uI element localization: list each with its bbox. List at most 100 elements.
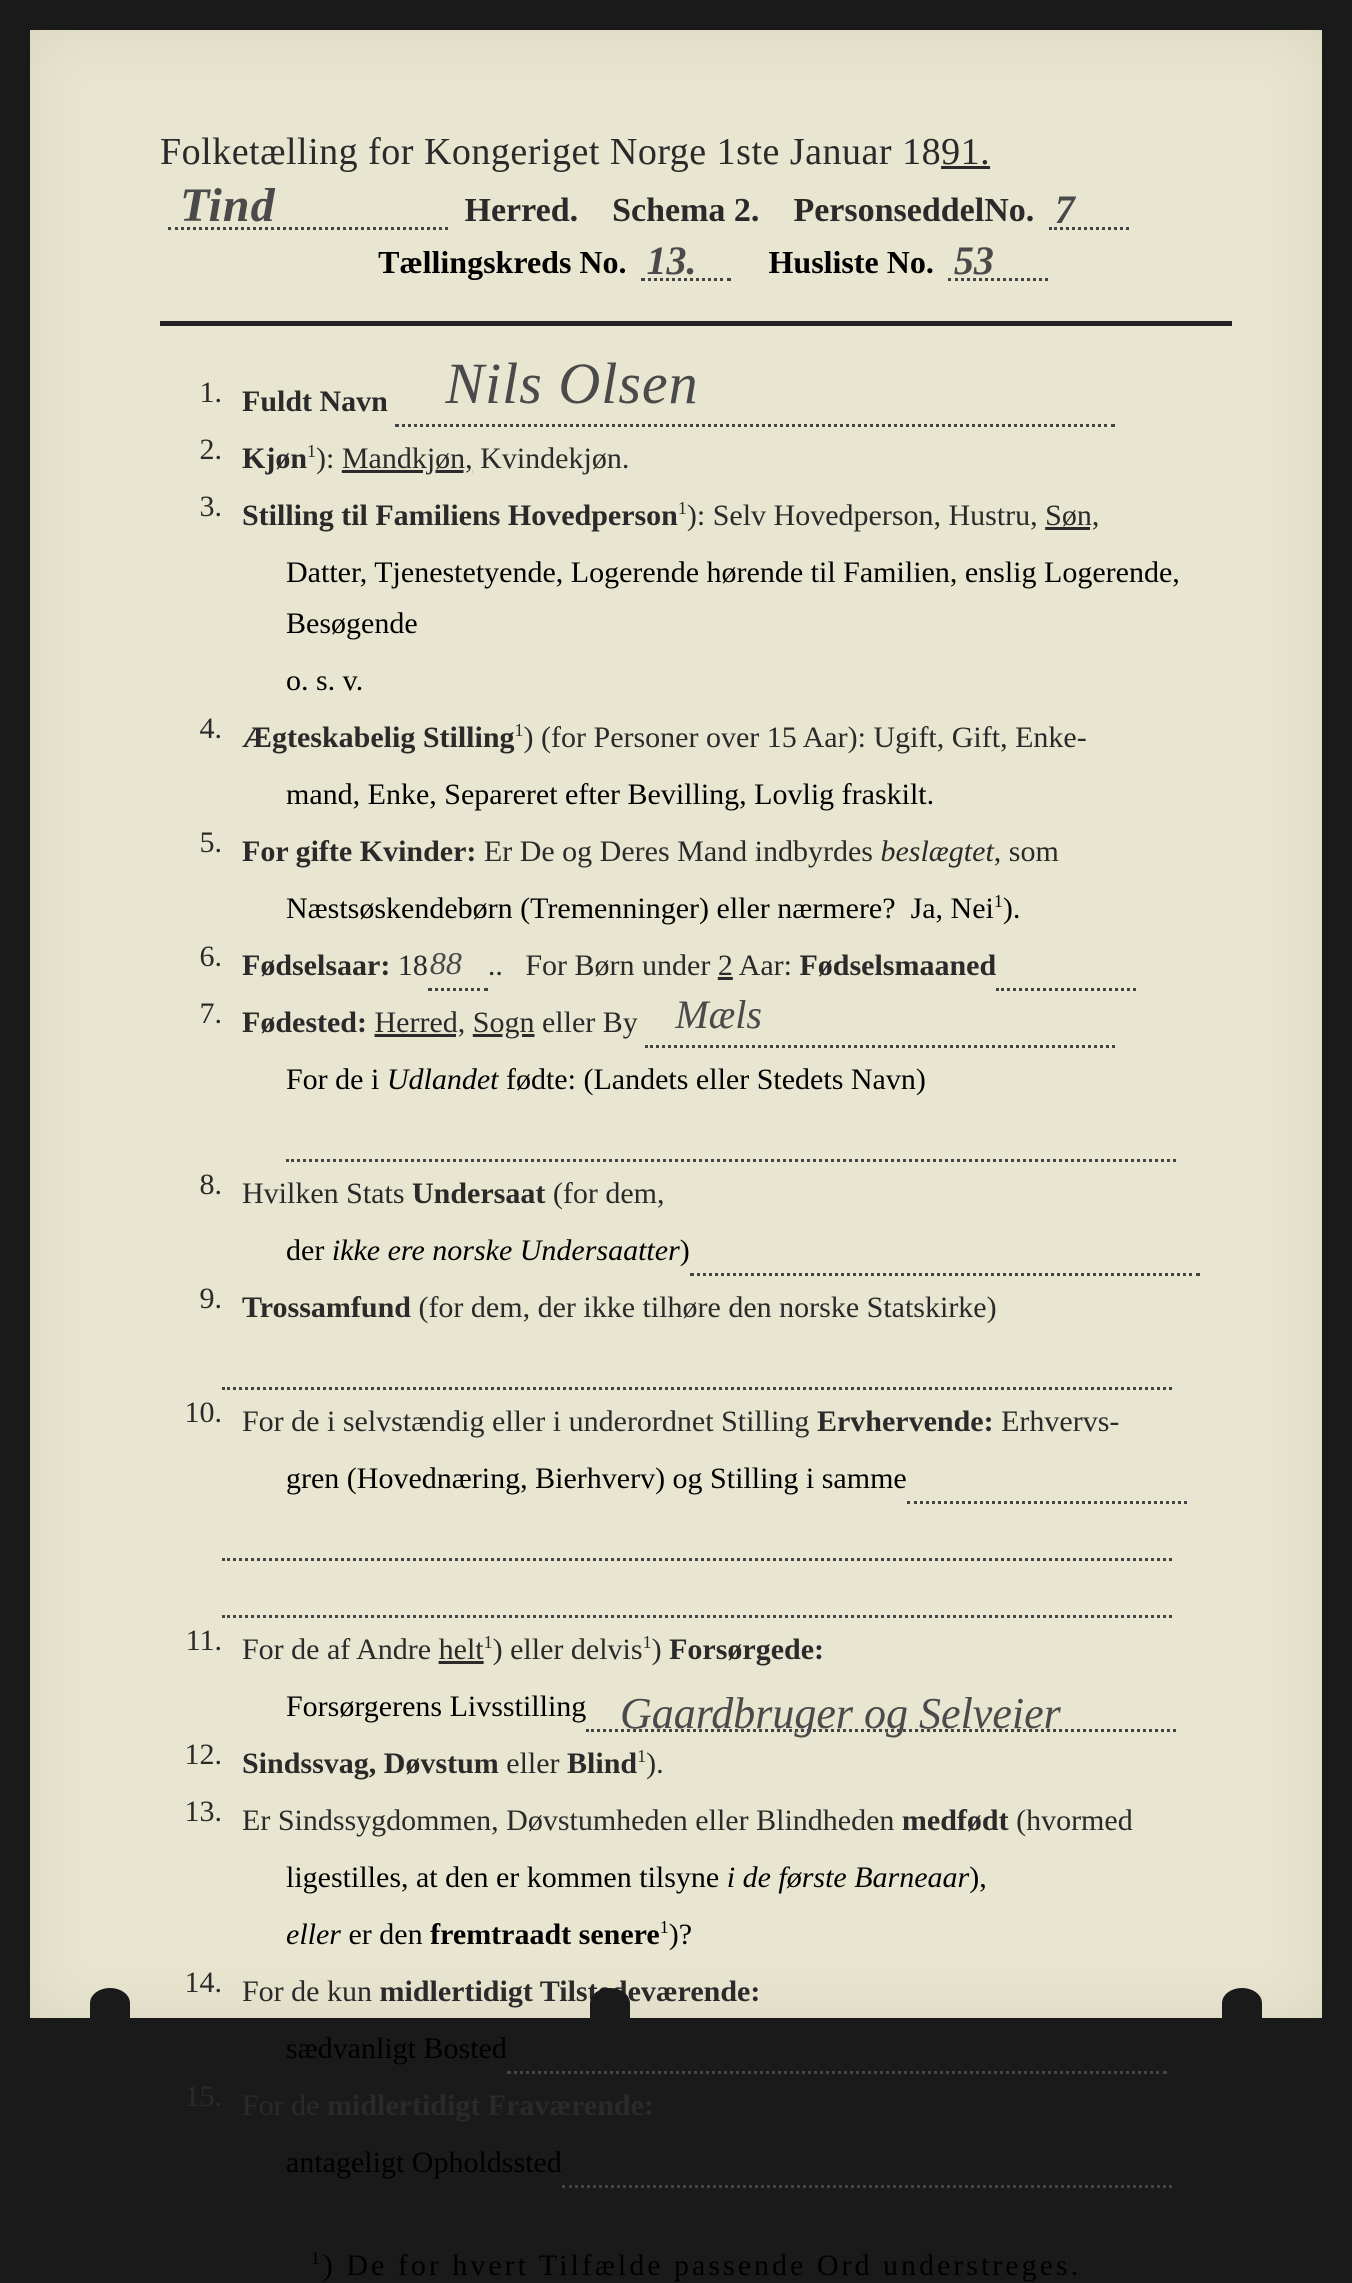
item-7-herred: Herred,	[374, 1006, 465, 1039]
item-15-num: 15.	[160, 2080, 242, 2114]
item-10: 10. For de i selvstændig eller i underor…	[160, 1396, 1232, 1447]
item-13-cont-2: eller er den fremtraadt senere1)?	[160, 1909, 1232, 1960]
item-7-eller: eller By	[534, 1006, 637, 1039]
item-11-handwritten: Gaardbruger og Selveier	[620, 1677, 1061, 1752]
birthplace-handwritten: Mæls	[675, 981, 762, 1049]
item-11-body: For de af Andre helt1) eller delvis1) Fo…	[242, 1624, 1232, 1675]
item-8-cont: der ikke ere norske Undersaatter)	[160, 1225, 1232, 1276]
item-8-label: Undersaat	[412, 1177, 545, 1210]
item-6-label2: Fødselsmaaned	[799, 949, 996, 982]
item-7-sogn: Sogn	[473, 1006, 535, 1039]
item-5-ital: beslægtet	[880, 835, 993, 868]
item-15: 15. For de midlertidigt Fraværende:	[160, 2080, 1232, 2131]
item-12-num: 12.	[160, 1738, 242, 1772]
item-13-med: medfødt	[902, 1804, 1009, 1837]
item-11-sup2: 1	[643, 1632, 652, 1652]
item-11-num: 11.	[160, 1624, 242, 1658]
item-5: 5. For gifte Kvinder: Er De og Deres Man…	[160, 826, 1232, 877]
item-13-text-a: Er Sindssygdommen, Døvstumheden eller Bl…	[242, 1804, 902, 1837]
item-8-cont-b: )	[680, 1234, 690, 1267]
footnote-sup: 1	[311, 2248, 323, 2268]
herred-blank: Tind	[168, 227, 448, 230]
item-1-label: Fuldt Navn	[242, 385, 388, 418]
item-11-cont: Forsørgerens Livsstilling Gaardbruger og…	[160, 1681, 1232, 1732]
item-11-text-c: )	[652, 1633, 670, 1666]
item-5-text-a: Er De og Deres Mand indbyrdes	[484, 835, 881, 868]
item-5-num: 5.	[160, 826, 242, 860]
herred-label: Herred.	[465, 192, 579, 229]
item-4-opts-a: Ugift, Gift, Enke-	[873, 721, 1086, 754]
item-9-label: Trossamfund	[242, 1291, 411, 1324]
item-4-body: Ægteskabelig Stilling1) (for Personer ov…	[242, 712, 1232, 763]
item-9-text: (for dem, der ikke tilhøre den norske St…	[411, 1291, 997, 1324]
item-15-cont: antageligt Opholdssted	[160, 2137, 1232, 2188]
husliste-handwritten: 53	[954, 237, 994, 284]
item-10-cont: gren (Hovednæring, Bierhverv) og Stillin…	[160, 1453, 1232, 1504]
personseddel-label-b-wrap: No.	[984, 192, 1034, 229]
item-7-blank-line	[160, 1111, 1232, 1162]
item-13-cont-b: ),	[969, 1861, 987, 1894]
paper-tear-left	[90, 1988, 130, 2018]
schema-label: Schema 2.	[612, 192, 759, 229]
item-2-num: 2.	[160, 433, 242, 467]
item-3-opts-a: Selv Hovedperson, Hustru,	[713, 499, 1045, 532]
item-10-body: For de i selvstændig eller i underordnet…	[242, 1396, 1232, 1447]
item-2-colon: ):	[316, 442, 334, 475]
person-no-blank: 7	[1049, 227, 1129, 230]
birthyear-blank: 88	[428, 988, 488, 991]
item-4-colon: ) (for Personer over 15 Aar):	[524, 721, 866, 754]
item-7-body: Fødested: Herred, Sogn eller By Mæls	[242, 997, 1232, 1048]
item-7-cont-a: For de i	[286, 1063, 387, 1096]
item-4-cont-b: mand, Enke, Separeret efter Bevilling, L…	[160, 769, 1232, 820]
item-13-body: Er Sindssygdommen, Døvstumheden eller Bl…	[242, 1795, 1232, 1846]
item-13-ital: i de første Barneaar	[727, 1861, 969, 1894]
item-8-num: 8.	[160, 1168, 242, 1202]
item-8-body: Hvilken Stats Undersaat (for dem,	[242, 1168, 1232, 1219]
husliste-blank: 53	[948, 278, 1048, 281]
item-5-sup: 1	[994, 891, 1003, 911]
item-13-num: 13.	[160, 1795, 242, 1829]
husliste-label: Husliste No.	[769, 244, 934, 280]
item-10-blank-line-1	[160, 1510, 1232, 1561]
title-part-a: Folketæl	[160, 131, 297, 173]
item-12-blind: Blind	[567, 1747, 637, 1780]
item-8-text-b: (for dem,	[545, 1177, 664, 1210]
item-10-text-a: For de i selvstændig eller i underordnet…	[242, 1405, 817, 1438]
item-6-label: Fødselsaar:	[242, 949, 390, 982]
item-2-label: Kjøn	[242, 442, 307, 475]
personseddel-label-b: No.	[984, 192, 1034, 229]
kreds-handwritten: 13.	[647, 237, 697, 284]
birthmonth-blank	[996, 988, 1136, 991]
item-2: 2. Kjøn1): Mandkjøn, Kvindekjøn.	[160, 433, 1232, 484]
item-14-cont-text: sædvanligt Bosted	[286, 2032, 507, 2065]
item-3-body: Stilling til Familiens Hovedperson1): Se…	[242, 490, 1232, 541]
item-7-label: Fødested:	[242, 1006, 367, 1039]
person-no-handwritten: 7	[1055, 186, 1075, 233]
item-13-frem: fremtraadt senere	[430, 1918, 660, 1951]
item-6-year-prefix: 18	[398, 949, 428, 982]
item-4: 4. Ægteskabelig Stilling1) (for Personer…	[160, 712, 1232, 763]
item-10-label: Ervhervende:	[817, 1405, 994, 1438]
item-15-cont-text: antageligt Opholdssted	[286, 2146, 562, 2179]
item-10-num: 10.	[160, 1396, 242, 1430]
census-form-paper: Folketælling for Kongeriget Norge 1ste J…	[30, 30, 1322, 2018]
title-line-1: Folketælling for Kongeriget Norge 1ste J…	[160, 130, 1232, 174]
item-7: 7. Fødested: Herred, Sogn eller By Mæls	[160, 997, 1232, 1048]
item-4-label: Ægteskabelig Stilling	[242, 721, 515, 754]
item-4-sup: 1	[515, 720, 524, 740]
item-10-cont-text: gren (Hovednæring, Bierhverv) og Stillin…	[286, 1462, 907, 1495]
item-2-opt1: Mandkjøn,	[342, 442, 473, 475]
paper-tear-mid	[590, 1988, 630, 2018]
item-11-text-b: ) eller delvis	[493, 1633, 643, 1666]
fullname-handwritten: Nils Olsen	[445, 335, 698, 434]
item-2-opt2: Kvindekjøn.	[480, 442, 629, 475]
item-14-cont: sædvanligt Bosted	[160, 2023, 1232, 2074]
birthyear-handwritten: 88	[430, 936, 462, 990]
item-14-label: midlertidigt Tilstedeværende:	[380, 1975, 761, 2008]
item-7-cont: For de i Udlandet fødte: (Landets eller …	[160, 1054, 1232, 1105]
item-14-body: For de kun midlertidigt Tilstedeværende:	[242, 1966, 1232, 2017]
item-12-text-a: eller	[499, 1747, 567, 1780]
header-row-1: Tind Herred. Schema 2. PersonseddelNo. 7	[160, 192, 1232, 230]
item-1-num: 1.	[160, 376, 242, 410]
item-11-text-a: For de af Andre	[242, 1633, 439, 1666]
